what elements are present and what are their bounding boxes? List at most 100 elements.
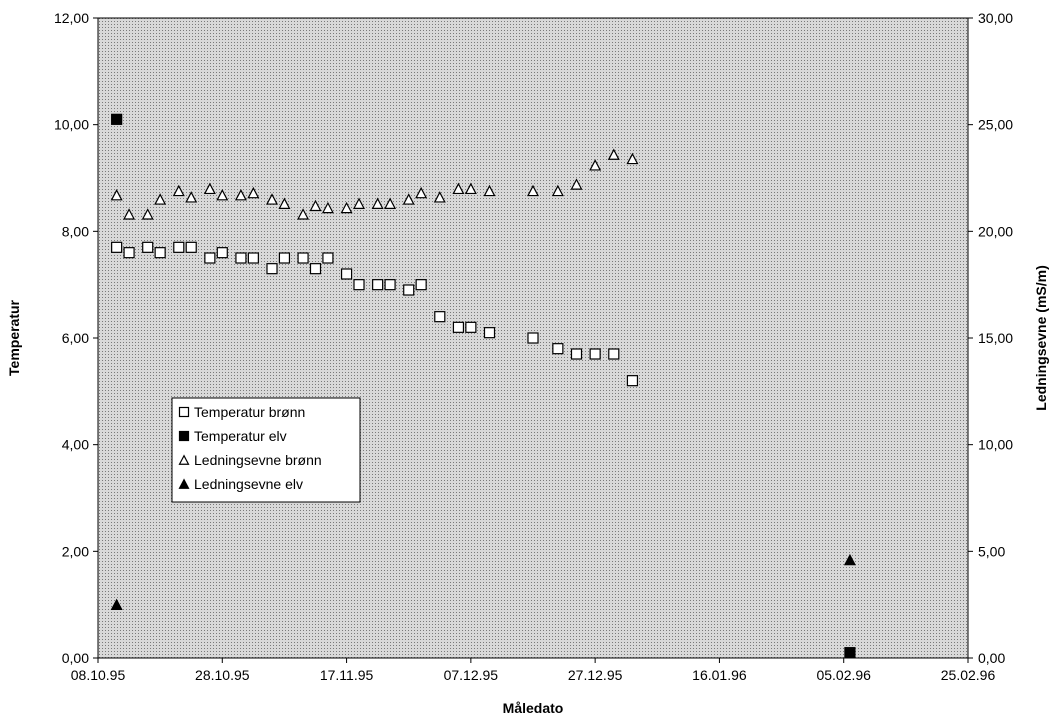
temperatur-bronn-point [235, 252, 247, 264]
tick-layer: 08.10.95 28.10.95 17.11.95 07.12.95 27.12.95… [54, 10, 1013, 683]
ledningsevne-bronn-point [483, 184, 496, 197]
temperatur-bronn-point [154, 247, 166, 259]
y-axis-left-title: Temperatur [6, 299, 22, 376]
temperatur-bronn-point [142, 241, 154, 253]
x-axis-title: Måledato [503, 700, 564, 716]
temperatur-bronn-point [465, 321, 477, 333]
ledningsevne-bronn-point [297, 208, 310, 220]
legend-marker [178, 430, 190, 442]
temperatur-bronn-point [247, 252, 259, 264]
ledningsevne-bronn-point [123, 208, 136, 220]
ledningsevne-bronn-point [433, 191, 446, 203]
marks-layer [110, 113, 856, 659]
temperatur-bronn-point [111, 241, 123, 253]
legend-label: Temperatur elv [194, 428, 287, 444]
x-tick-label: 05.02.96 [816, 667, 871, 683]
temperatur-bronn-point [123, 247, 135, 259]
y-left-tick-label: 8,00 [62, 223, 89, 239]
ledningsevne-bronn-point [266, 193, 278, 205]
x-tick-label: 16.01.96 [692, 667, 747, 683]
temperatur-elv-point [844, 647, 856, 659]
temperatur-bronn-point [384, 279, 396, 291]
y-right-tick-label: 20,00 [978, 223, 1013, 239]
temperatur-bronn-point [309, 263, 322, 275]
ledningsevne-bronn-point [340, 201, 353, 214]
ledningsevne-bronn-point [371, 197, 384, 209]
x-tick-label: 27.12.95 [568, 667, 623, 683]
temperatur-elv-point [111, 113, 123, 125]
ledningsevne-bronn-point [216, 189, 229, 201]
legend-label: Ledningsevne brønn [194, 452, 322, 468]
ledningsevne-bronn-point [570, 178, 583, 190]
ledningsevne-bronn-point [589, 159, 602, 171]
temperatur-bronn-point [340, 268, 353, 280]
y-left-tick-label: 6,00 [62, 330, 89, 346]
temperatur-bronn-point [626, 375, 639, 387]
temperatur-bronn-point [570, 348, 583, 360]
temperatur-bronn-point [278, 252, 291, 264]
ledningsevne-bronn-point [402, 193, 415, 205]
x-tick-label: 17.11.95 [320, 667, 374, 683]
ledningsevne-bronn-point [110, 189, 123, 201]
ledningsevne-bronn-point [464, 182, 477, 195]
temperatur-bronn-point [204, 252, 216, 264]
temperatur-bronn-point [266, 263, 278, 275]
ledningsevne-bronn-point [141, 208, 154, 220]
y-left-tick-label: 0,00 [62, 650, 89, 666]
ledningsevne-bronn-point [415, 186, 428, 199]
temperatur-bronn-point [173, 241, 185, 253]
ledningsevne-bronn-point [626, 152, 639, 165]
temperatur-bronn-point [415, 279, 427, 291]
ledningsevne-bronn-point [247, 186, 260, 199]
temperatur-bronn-point [353, 279, 365, 291]
ledningsevne-bronn-point [309, 199, 322, 212]
ledningsevne-bronn-point [527, 184, 539, 197]
temperatur-bronn-point [452, 321, 465, 333]
y-right-tick-label: 25,00 [978, 117, 1013, 133]
legend-marker [178, 454, 190, 465]
temperatur-bronn-point [185, 241, 197, 253]
legend-box [171, 397, 361, 503]
x-tick-label: 25.02.96 [941, 667, 996, 683]
legend-label: Ledningsevne elv [194, 476, 303, 492]
ledningsevne-bronn-point [278, 197, 291, 209]
x-tick-label: 28.10.95 [195, 667, 250, 683]
y-right-tick-label: 0,00 [978, 650, 1005, 666]
x-tick-label: 07.12.95 [444, 667, 499, 683]
y-left-tick-label: 12,00 [54, 10, 89, 26]
legend: Temperatur brønn Temperatur elv Ledningsev… [171, 397, 361, 503]
y-left-tick-label: 2,00 [62, 543, 89, 559]
legend-marker [178, 406, 190, 418]
ledningsevne-bronn-point [321, 201, 334, 214]
ledningsevne-elv-point [110, 598, 123, 611]
temperatur-bronn-point [527, 332, 539, 344]
temperatur-bronn-point [322, 252, 334, 264]
y-left-tick-label: 4,00 [62, 437, 89, 453]
y-right-tick-label: 30,00 [978, 10, 1013, 26]
y-right-tick-label: 5,00 [978, 543, 1005, 559]
ledningsevne-bronn-point [185, 191, 198, 203]
ledningsevne-bronn-point [172, 184, 185, 197]
ledningsevne-bronn-point [203, 182, 216, 195]
ledningsevne-bronn-point [234, 189, 247, 201]
legend-marker [178, 478, 190, 489]
ledningsevne-bronn-point [607, 148, 620, 160]
temperatur-bronn-point [403, 284, 415, 296]
temperatur-bronn-point [608, 348, 620, 360]
ledningsevne-bronn-point [452, 182, 465, 195]
temperatur-bronn-point [297, 252, 309, 264]
temperatur-bronn-point [372, 279, 384, 291]
temperatur-bronn-point [483, 327, 496, 339]
temperatur-bronn-point [434, 311, 446, 323]
y-left-tick-label: 10,00 [54, 117, 89, 133]
temperatur-bronn-point [589, 348, 601, 360]
legend-label: Temperatur brønn [194, 404, 305, 420]
legend-items: Temperatur brønn Temperatur elv Ledningsev… [178, 404, 322, 492]
x-tick-label: 08.10.95 [71, 667, 126, 683]
ledningsevne-elv-point [843, 553, 856, 566]
temperatur-bronn-point [216, 247, 228, 259]
temperatur-bronn-point [552, 343, 564, 355]
ledningsevne-bronn-point [551, 184, 564, 197]
ledningsevne-bronn-point [154, 193, 167, 205]
